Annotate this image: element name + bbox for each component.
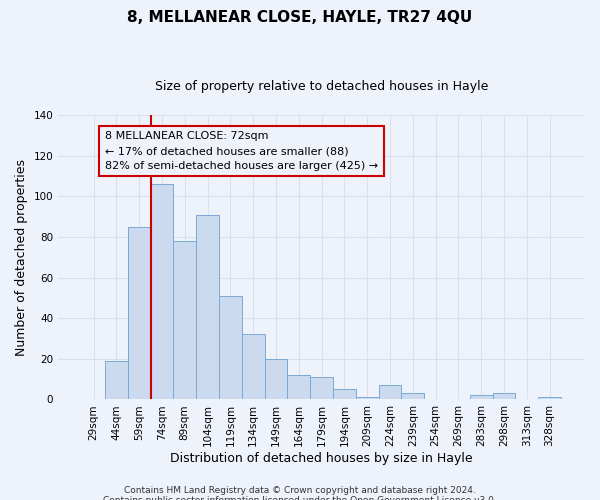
Text: Contains public sector information licensed under the Open Government Licence v3: Contains public sector information licen…	[103, 496, 497, 500]
Bar	[493, 394, 515, 400]
Bar	[265, 359, 287, 400]
Bar	[333, 390, 356, 400]
Bar	[105, 361, 128, 400]
Text: Contains HM Land Registry data © Crown copyright and database right 2024.: Contains HM Land Registry data © Crown c…	[124, 486, 476, 495]
Bar	[287, 375, 310, 400]
Bar	[310, 377, 333, 400]
Bar	[173, 241, 196, 400]
Bar	[196, 214, 219, 400]
Bar	[379, 385, 401, 400]
Title: Size of property relative to detached houses in Hayle: Size of property relative to detached ho…	[155, 80, 488, 93]
Bar	[242, 334, 265, 400]
Bar	[219, 296, 242, 400]
Bar	[356, 398, 379, 400]
X-axis label: Distribution of detached houses by size in Hayle: Distribution of detached houses by size …	[170, 452, 473, 465]
Text: 8, MELLANEAR CLOSE, HAYLE, TR27 4QU: 8, MELLANEAR CLOSE, HAYLE, TR27 4QU	[127, 10, 473, 25]
Text: 8 MELLANEAR CLOSE: 72sqm
← 17% of detached houses are smaller (88)
82% of semi-d: 8 MELLANEAR CLOSE: 72sqm ← 17% of detach…	[105, 132, 378, 171]
Bar	[401, 394, 424, 400]
Bar	[470, 396, 493, 400]
Bar	[538, 398, 561, 400]
Bar	[128, 227, 151, 400]
Bar	[151, 184, 173, 400]
Y-axis label: Number of detached properties: Number of detached properties	[15, 158, 28, 356]
